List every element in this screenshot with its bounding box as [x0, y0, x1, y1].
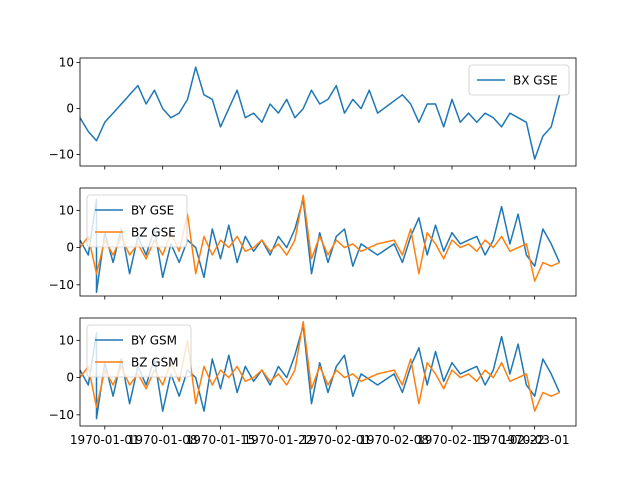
tick-layer: 10 0 −10 [49, 56, 536, 170]
x-tick-label: 1970-01-15 [186, 433, 256, 447]
x-tick-label: 1970-02-01 [301, 433, 371, 447]
legend-frame [86, 194, 188, 248]
axes-frame [79, 317, 577, 427]
legend-label: BY GSE [131, 204, 174, 218]
panel-bx-gse: 10 0 −10 BX GSE [49, 56, 577, 170]
legend: BY GSM BZ GSM [86, 324, 192, 378]
x-tick-label: 1970-02-22 [475, 433, 545, 447]
tick-layer: 100−101970-01-011970-01-081970-01-151970… [49, 333, 570, 447]
panel-by-bz-gsm: 100−101970-01-011970-01-081970-01-151970… [49, 317, 577, 447]
y-tick-label: −10 [49, 148, 74, 162]
y-tick-label: 0 [66, 241, 74, 255]
legend: BX GSE [468, 64, 570, 96]
y-tick-label: −10 [49, 408, 74, 422]
legend: BY GSE BZ GSE [86, 194, 188, 248]
x-tick-label: 1970-02-15 [417, 433, 487, 447]
x-tick-label: 1970-01-01 [70, 433, 140, 447]
axes-frame [79, 57, 577, 167]
y-tick-label: 0 [66, 371, 74, 385]
series-line-bx-gse [79, 66, 561, 160]
legend-label: BZ GSE [131, 226, 176, 240]
y-tick-label: 10 [59, 333, 74, 347]
x-tick-label: 1970-03-01 [500, 433, 570, 447]
legend-label: BY GSM [131, 334, 177, 348]
series-layer [79, 66, 561, 160]
legend-frame [86, 324, 192, 378]
y-tick-label: 10 [59, 203, 74, 217]
legend-label: BZ GSM [131, 356, 179, 370]
legend-frame [468, 64, 570, 96]
axes-frame [79, 187, 577, 297]
legend-label: BX GSE [513, 74, 558, 88]
y-tick-label: −10 [49, 278, 74, 292]
y-tick-label: 0 [66, 102, 74, 116]
tick-layer: 10 0 −10 [49, 203, 536, 300]
panel-by-bz-gse: 10 0 −10 BY GSE BZ GSE [49, 187, 577, 300]
y-tick-label: 10 [59, 56, 74, 70]
x-tick-label: 1970-01-22 [244, 433, 314, 447]
x-tick-label: 1970-02-08 [359, 433, 429, 447]
x-tick-label: 1970-01-08 [128, 433, 198, 447]
